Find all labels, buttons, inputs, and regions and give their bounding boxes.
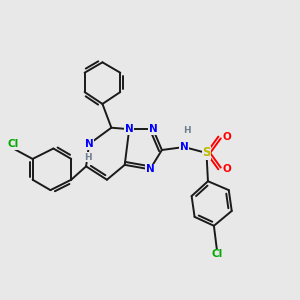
Text: H: H bbox=[84, 153, 92, 162]
Text: Cl: Cl bbox=[8, 139, 19, 149]
Text: Cl: Cl bbox=[211, 249, 223, 259]
Text: N: N bbox=[148, 124, 157, 134]
Text: N: N bbox=[180, 142, 189, 152]
Text: N: N bbox=[85, 139, 93, 149]
Text: N: N bbox=[146, 164, 154, 174]
Text: S: S bbox=[202, 146, 211, 160]
Text: O: O bbox=[223, 132, 232, 142]
Text: O: O bbox=[223, 164, 232, 174]
Text: H: H bbox=[183, 126, 190, 135]
Text: N: N bbox=[125, 124, 134, 134]
